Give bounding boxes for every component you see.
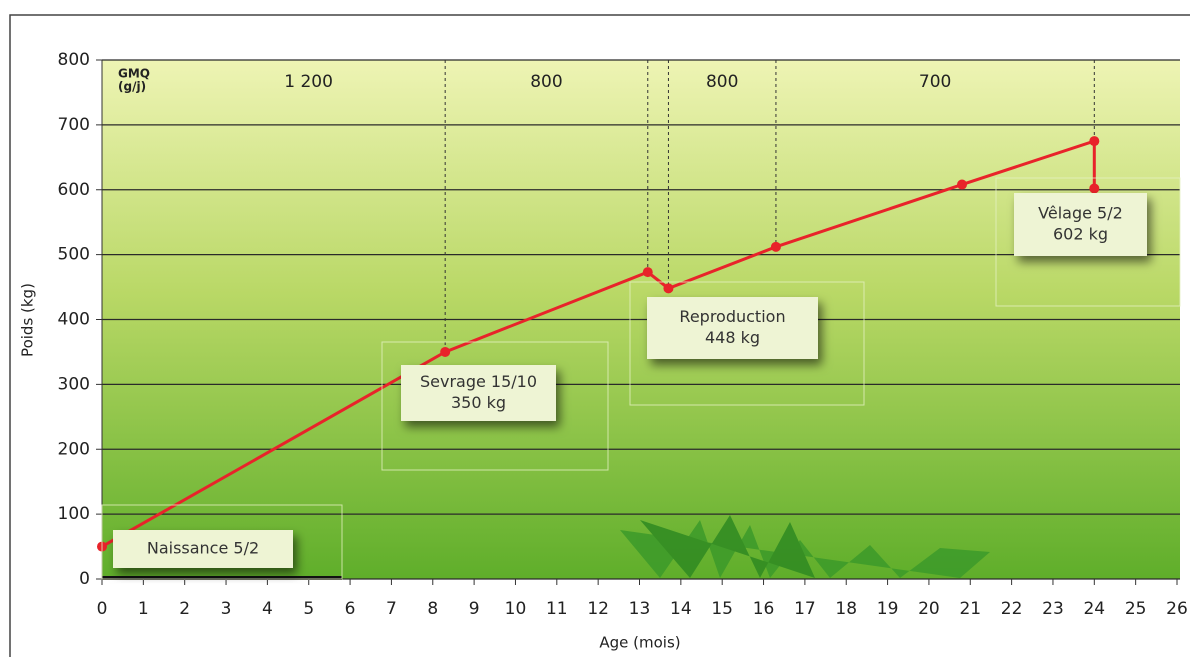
data-point — [957, 179, 967, 190]
y-tick-label: 500 — [58, 245, 90, 265]
frame — [9, 14, 1190, 657]
x-tick-label: 23 — [1042, 599, 1064, 619]
annotation-box — [113, 530, 293, 568]
x-tick-label: 9 — [469, 599, 480, 619]
x-tick-label: 15 — [711, 599, 733, 619]
x-tick-label: 25 — [1125, 599, 1147, 619]
gmq-value: 700 — [919, 72, 951, 92]
annotation-box — [1014, 193, 1147, 256]
y-tick-label: 300 — [58, 374, 90, 394]
annotation-text: Naissance 5/2 — [147, 539, 259, 558]
data-point — [770, 241, 781, 252]
x-tick-label: 1 — [138, 599, 149, 619]
x-tick-label: 16 — [753, 599, 775, 619]
y-tick-label: 200 — [58, 439, 90, 459]
x-tick-label: 21 — [959, 599, 981, 619]
data-point — [642, 267, 653, 278]
annotation-text: Reproduction — [679, 307, 785, 326]
x-tick-label: 24 — [1083, 599, 1105, 619]
x-tick-label: 0 — [97, 599, 108, 619]
y-axis-label: Poids (kg) — [19, 283, 37, 357]
x-tick-label: 19 — [877, 599, 899, 619]
annotation-text: 448 kg — [705, 328, 760, 347]
x-tick-label: 3 — [221, 599, 232, 619]
x-tick-label: 12 — [587, 599, 609, 619]
x-tick-label: 26 — [1166, 599, 1188, 619]
x-tick-label: 10 — [505, 599, 527, 619]
annotation-text: Vêlage 5/2 — [1038, 204, 1123, 223]
annotation-frame — [381, 341, 609, 471]
annotation-text: 602 kg — [1053, 225, 1108, 244]
data-line — [101, 139, 1096, 548]
grass — [620, 515, 990, 578]
x-tick-label: 4 — [262, 599, 273, 619]
x-tick-label: 18 — [835, 599, 857, 619]
x-tick-label: 13 — [629, 599, 651, 619]
gmq-value: 800 — [530, 72, 562, 92]
x-tick-label: 22 — [1001, 599, 1023, 619]
data-point — [1089, 183, 1100, 194]
annotation-frame — [101, 504, 343, 580]
gmq-value: 1 200 — [284, 72, 333, 92]
gmq-label: (g/j) — [118, 80, 146, 94]
data-point — [1089, 136, 1100, 147]
x-tick-label: 6 — [345, 599, 356, 619]
annotation-text: 350 kg — [451, 393, 506, 412]
y-tick-label: 700 — [58, 115, 90, 135]
x-tick-label: 2 — [179, 599, 190, 619]
x-tick-label: 14 — [670, 599, 692, 619]
annotation-text: Sevrage 15/10 — [420, 372, 537, 391]
gmq-value: 800 — [706, 72, 738, 92]
y-tick-label: 800 — [58, 50, 90, 70]
annotation-box — [647, 297, 818, 359]
x-tick-label: 5 — [303, 599, 314, 619]
y-tick-label: 100 — [58, 504, 90, 524]
y-tick-label: 600 — [58, 180, 90, 200]
annotation-frame — [995, 177, 1181, 307]
x-tick-label: 8 — [427, 599, 438, 619]
data-point — [440, 346, 451, 357]
data-point — [663, 283, 674, 294]
gmq-label: GMQ — [118, 67, 150, 81]
x-tick-label: 17 — [794, 599, 816, 619]
x-axis-label: Age (mois) — [599, 634, 680, 652]
annotation-box — [401, 365, 556, 421]
y-tick-label: 400 — [58, 310, 90, 330]
annotation-frame — [629, 281, 865, 406]
x-tick-label: 20 — [918, 599, 940, 619]
y-tick-label: 0 — [79, 569, 90, 589]
x-tick-label: 11 — [546, 599, 568, 619]
x-tick-label: 7 — [386, 599, 397, 619]
